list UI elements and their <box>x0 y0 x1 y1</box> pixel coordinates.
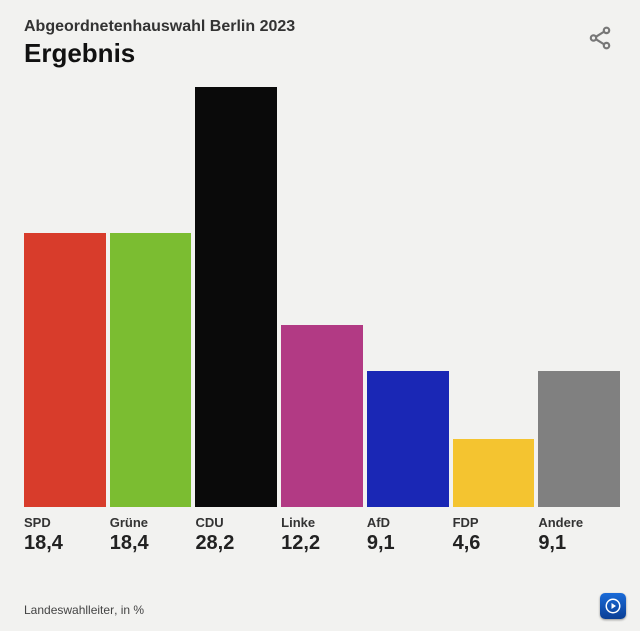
chart-header: Abgeordnetenhauswahl Berlin 2023 Ergebni… <box>24 18 620 69</box>
source-label: Landeswahlleiter <box>24 603 114 617</box>
bar-col: Linke 12,2 <box>281 87 363 555</box>
bar-chart: SPD18,4Grüne18,4CDU28,2Linke12,2AfD9,1FD… <box>24 83 620 555</box>
bar <box>453 439 535 508</box>
bar-value: 9,1 <box>538 532 620 555</box>
bar-label: Andere <box>538 515 620 530</box>
bar-col: AfD 9,1 <box>367 87 449 555</box>
bar-col: Andere 9,1 <box>538 87 620 555</box>
bar-label: Linke <box>281 515 363 530</box>
bar-visual <box>110 87 192 507</box>
bar-value: 9,1 <box>367 532 449 555</box>
bar-visual <box>538 87 620 507</box>
bar <box>538 371 620 507</box>
bar-value: 4,6 <box>453 532 535 555</box>
bar-value: 28,2 <box>195 532 277 555</box>
bar-value: 18,4 <box>24 532 106 555</box>
bar-label: CDU <box>195 515 277 530</box>
bar-col: FDP 4,6 <box>453 87 535 555</box>
chart-card: Abgeordnetenhauswahl Berlin 2023 Ergebni… <box>0 0 640 631</box>
broadcaster-logo-badge <box>600 593 626 619</box>
bar-label: SPD <box>24 515 106 530</box>
bar-visual <box>195 87 277 507</box>
bar <box>195 87 277 507</box>
bar <box>367 371 449 507</box>
bar <box>24 233 106 507</box>
bar-value: 18,4 <box>110 532 192 555</box>
bar-col: SPD 18,4 <box>24 87 106 555</box>
bar-visual <box>453 87 535 507</box>
chart-title: Ergebnis <box>24 38 620 69</box>
bar-label: FDP <box>453 515 535 530</box>
share-button[interactable] <box>584 22 616 54</box>
bar-label: AfD <box>367 515 449 530</box>
bar-col: CDU 28,2 <box>195 87 277 555</box>
bar-visual <box>24 87 106 507</box>
bar-visual <box>281 87 363 507</box>
bar-value: 12,2 <box>281 532 363 555</box>
bar <box>110 233 192 507</box>
share-icon <box>587 25 613 51</box>
chart-footer: Landeswahlleiter, in % <box>24 603 144 617</box>
unit-label: , in % <box>114 603 144 617</box>
bar-label: Grüne <box>110 515 192 530</box>
ard-logo-icon <box>604 597 622 615</box>
bar <box>281 325 363 507</box>
bar-col: Grüne 18,4 <box>110 87 192 555</box>
chart-supertitle: Abgeordnetenhauswahl Berlin 2023 <box>24 18 620 36</box>
bar-visual <box>367 87 449 507</box>
